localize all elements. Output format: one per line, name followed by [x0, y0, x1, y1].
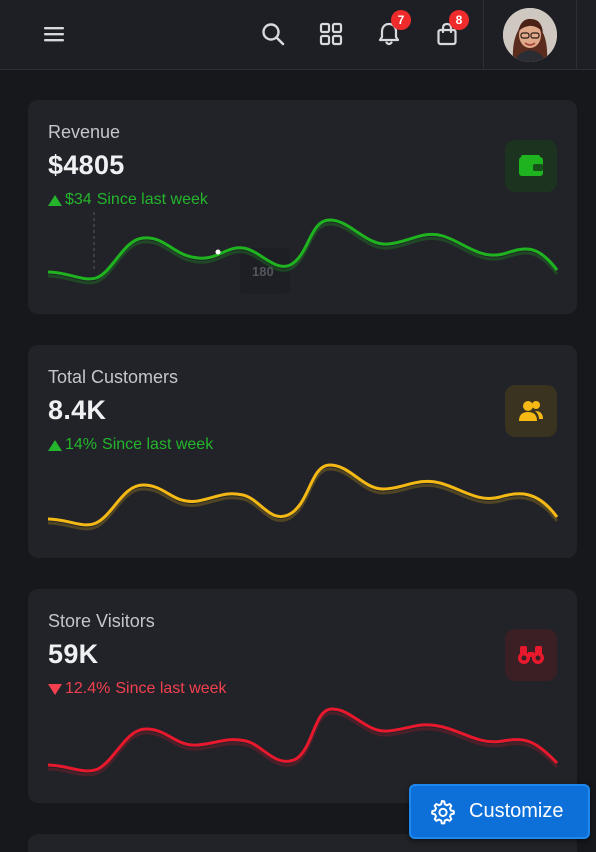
card-delta: 14% Since last week — [48, 436, 213, 454]
customize-button[interactable]: Customize — [409, 784, 590, 839]
card-value: $4805 — [48, 150, 125, 180]
users-icon — [505, 385, 557, 437]
visitors-sparkline — [47, 707, 559, 777]
trend-up-icon — [48, 194, 62, 206]
card-label: Store Visitors — [48, 611, 155, 631]
card-delta: 12.4% Since last week — [48, 680, 227, 698]
notification-count-badge: 7 — [391, 10, 411, 30]
customers-sparkline — [47, 463, 559, 531]
grid-icon[interactable] — [313, 16, 349, 52]
visitors-card: Store Visitors 59K 12.4% Since last week — [28, 589, 577, 803]
hamburger-icon[interactable] — [36, 16, 72, 52]
delta-value: $34 — [65, 191, 92, 208]
cart-count-badge: 8 — [449, 10, 469, 30]
trend-down-icon — [48, 683, 62, 695]
card-delta: $34 Since last week — [48, 191, 208, 209]
card-value: 59K — [48, 639, 99, 669]
card-label: Total Customers — [48, 367, 179, 387]
wallet-icon — [505, 140, 557, 192]
tooltip-value: 180 — [252, 264, 274, 279]
top-navbar: 7 8 — [0, 0, 596, 70]
revenue-sparkline — [47, 212, 559, 285]
notifications-button[interactable]: 7 — [371, 10, 411, 52]
customers-card: Total Customers 8.4K 14% Since last week — [28, 345, 577, 558]
cart-button[interactable]: 8 — [429, 10, 469, 52]
chart-tooltip: 180 — [240, 248, 290, 294]
customize-label: Customize — [469, 800, 564, 822]
delta-value: 12.4% — [65, 680, 111, 697]
delta-text: Since last week — [115, 680, 227, 697]
trend-up-icon — [48, 439, 62, 451]
search-icon[interactable] — [255, 16, 291, 52]
delta-value: 14% — [65, 436, 98, 453]
card-label: Revenue — [48, 122, 121, 142]
delta-text: Since last week — [102, 436, 214, 453]
gear-icon — [431, 799, 455, 824]
card-value: 8.4K — [48, 395, 107, 425]
revenue-card: Revenue $4805 $34 Since last week 180 — [28, 100, 577, 314]
delta-text: Since last week — [96, 191, 208, 208]
avatar[interactable] — [503, 8, 557, 62]
user-menu[interactable] — [483, 0, 577, 70]
binoculars-icon — [505, 629, 557, 681]
